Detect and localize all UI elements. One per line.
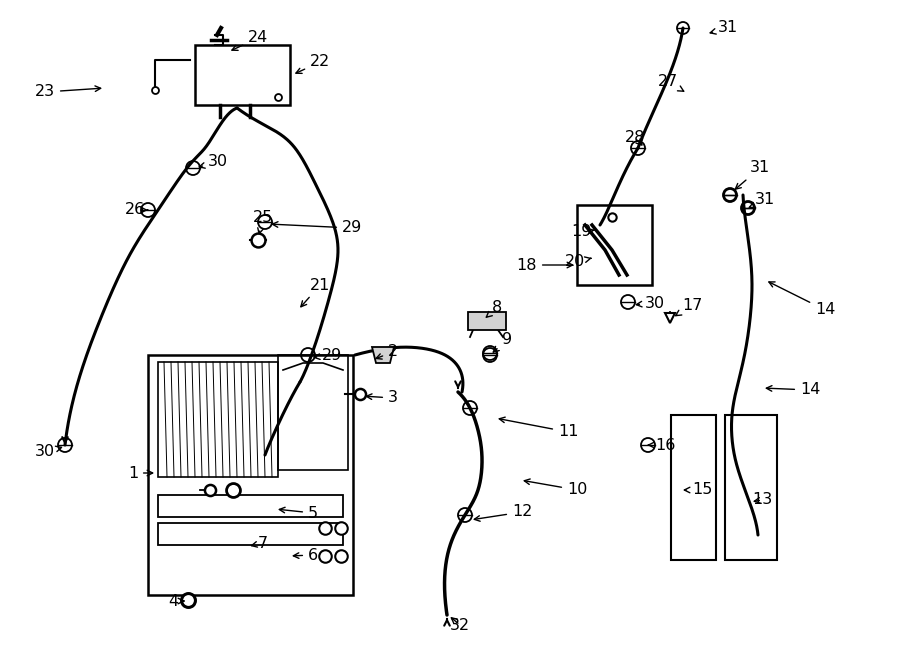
Text: 31: 31 [735,161,770,189]
Text: 17: 17 [676,297,702,316]
Text: 1: 1 [128,465,153,481]
Text: 4: 4 [168,594,184,609]
Text: 20: 20 [565,254,591,270]
Text: 18: 18 [517,258,572,272]
Text: 10: 10 [525,479,588,498]
Text: 29: 29 [314,348,342,362]
Text: 30: 30 [636,295,665,311]
Text: 31: 31 [749,192,775,208]
Text: 13: 13 [752,492,772,508]
Text: 3: 3 [366,391,398,405]
Text: 5: 5 [279,506,318,520]
Text: 26: 26 [125,202,148,217]
Text: 23: 23 [35,85,101,100]
Bar [468,312,506,330]
Bar [725,415,777,560]
Text: 12: 12 [474,504,533,522]
Text: 14: 14 [769,282,835,317]
Text: 25: 25 [253,210,274,234]
Bar [278,355,348,470]
Bar [158,495,343,517]
Text: 11: 11 [500,417,579,440]
Text: 31: 31 [710,20,738,36]
Text: 27: 27 [658,75,684,91]
Text: 9: 9 [493,332,512,352]
Bar [195,45,290,105]
Text: 29: 29 [273,221,362,235]
Bar [158,523,343,545]
Text: 30: 30 [199,155,228,169]
Text: 21: 21 [301,278,330,307]
Bar [577,205,652,285]
Text: 16: 16 [649,438,675,453]
Text: 28: 28 [625,130,645,145]
Text: 8: 8 [486,301,502,317]
Bar [671,415,716,560]
Text: 30: 30 [35,444,61,459]
Text: 24: 24 [232,30,268,50]
Text: 19: 19 [571,225,594,239]
Text: 2: 2 [376,344,398,360]
Text: 14: 14 [766,383,821,397]
Text: 6: 6 [293,547,318,563]
Text: 15: 15 [684,483,713,498]
Polygon shape [372,347,394,363]
Text: 7: 7 [251,535,268,551]
Bar [148,355,353,595]
Bar [158,362,278,477]
Text: 32: 32 [450,617,470,633]
Text: 22: 22 [296,54,330,73]
